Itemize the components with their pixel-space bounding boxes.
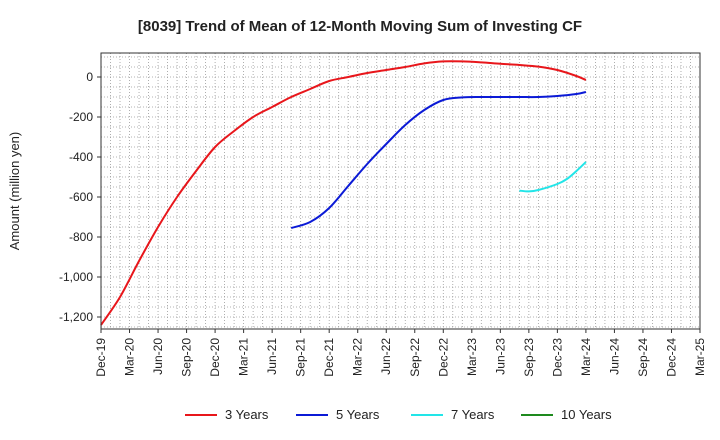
x-tick-label: Dec-24 xyxy=(664,338,678,377)
x-tick-label: Jun-23 xyxy=(493,338,507,375)
x-tick-label: Sep-24 xyxy=(636,338,650,377)
legend-label-1: 3 Years xyxy=(225,407,269,422)
y-tick-labels: 0 -200 -400 -600 -800 -1,000 -1,200 xyxy=(59,70,93,324)
x-tick-label: Jun-22 xyxy=(379,338,393,375)
series-line-1 xyxy=(100,60,587,326)
legend-label-3: 7 Years xyxy=(451,407,495,422)
y-tick-label: -600 xyxy=(69,190,93,204)
x-tick-label: Sep-21 xyxy=(294,338,308,377)
x-tick-label: Mar-21 xyxy=(237,338,251,376)
chart-title: [8039] Trend of Mean of 12-Month Moving … xyxy=(138,18,582,35)
legend: 3 Years 5 Years 7 Years 10 Years xyxy=(185,407,612,422)
x-tick-label: Sep-20 xyxy=(180,338,194,377)
legend-label-2: 5 Years xyxy=(336,407,380,422)
axes xyxy=(97,52,701,333)
y-tick-label: -800 xyxy=(69,230,93,244)
x-tick-labels: Dec-19 Mar-20 Jun-20 Sep-20 Dec-20 Mar-21 Jun-… xyxy=(94,338,707,377)
x-tick-label: Mar-23 xyxy=(465,338,479,376)
x-tick-label: Dec-23 xyxy=(550,338,564,377)
y-tick-label: -1,000 xyxy=(59,270,93,284)
x-tick-label: Dec-21 xyxy=(322,338,336,377)
x-tick-label: Dec-22 xyxy=(436,338,450,377)
series-line-3 xyxy=(519,161,587,193)
grid xyxy=(100,53,701,329)
x-tick-label: Mar-25 xyxy=(693,338,707,376)
legend-label-4: 10 Years xyxy=(561,407,612,422)
x-tick-label: Mar-20 xyxy=(123,338,137,376)
y-tick-label: 0 xyxy=(86,70,93,84)
x-tick-label: Jun-21 xyxy=(265,338,279,375)
x-tick-label: Sep-22 xyxy=(408,338,422,377)
y-tick-label: -1,200 xyxy=(59,310,93,324)
y-tick-label: -400 xyxy=(69,150,93,164)
x-tick-label: Jun-20 xyxy=(151,338,165,375)
plot-background xyxy=(101,53,700,329)
plot-border xyxy=(100,52,701,330)
plot-area xyxy=(101,53,700,329)
x-tick-label: Dec-19 xyxy=(94,338,108,377)
x-tick-label: Mar-22 xyxy=(351,338,365,376)
y-tick-label: -200 xyxy=(69,110,93,124)
y-axis-label: Amount (million yen) xyxy=(7,132,22,251)
series-layer xyxy=(100,60,587,326)
x-tick-label: Jun-24 xyxy=(607,338,621,375)
series-line-2 xyxy=(290,91,587,229)
x-tick-label: Mar-24 xyxy=(579,338,593,376)
x-tick-label: Sep-23 xyxy=(522,338,536,377)
x-tick-label: Dec-20 xyxy=(208,338,222,377)
